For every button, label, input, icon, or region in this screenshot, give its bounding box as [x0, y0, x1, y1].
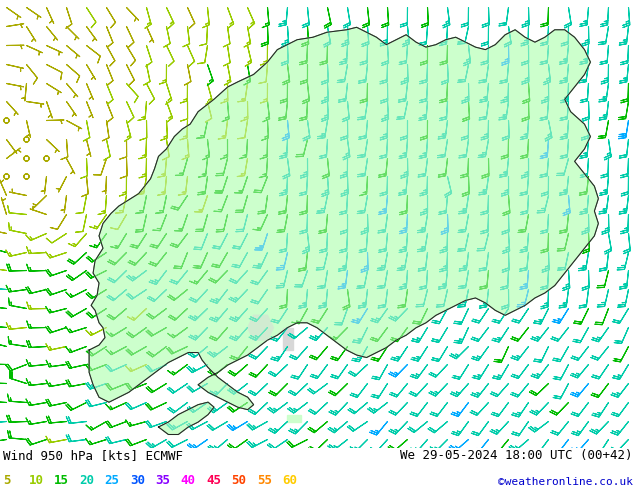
Text: 50: 50 — [231, 473, 247, 487]
Text: 55: 55 — [257, 473, 272, 487]
Text: 5: 5 — [3, 473, 11, 487]
Polygon shape — [89, 27, 598, 410]
Text: 30: 30 — [130, 473, 145, 487]
Text: 60: 60 — [282, 473, 297, 487]
Polygon shape — [158, 402, 214, 435]
Text: Wind 950 hPa [kts] ECMWF: Wind 950 hPa [kts] ECMWF — [3, 449, 183, 462]
Text: 45: 45 — [206, 473, 221, 487]
Text: ©weatheronline.co.uk: ©weatheronline.co.uk — [498, 477, 633, 487]
Text: 10: 10 — [29, 473, 44, 487]
Polygon shape — [283, 328, 293, 350]
Text: 40: 40 — [181, 473, 196, 487]
Polygon shape — [158, 402, 214, 435]
Polygon shape — [248, 315, 273, 340]
Text: We 29-05-2024 18:00 UTC (00+42): We 29-05-2024 18:00 UTC (00+42) — [400, 449, 633, 462]
Polygon shape — [287, 415, 301, 422]
Text: 15: 15 — [54, 473, 69, 487]
Polygon shape — [89, 27, 598, 410]
Text: 35: 35 — [155, 473, 171, 487]
Text: 20: 20 — [79, 473, 94, 487]
Text: 25: 25 — [105, 473, 120, 487]
